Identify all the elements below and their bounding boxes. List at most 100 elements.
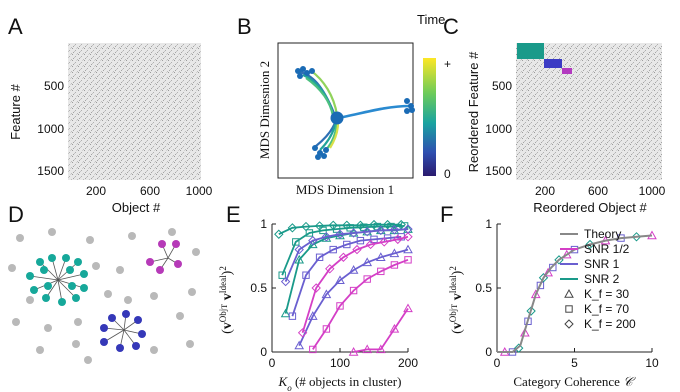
- panel-e-point: [338, 252, 349, 262]
- panel-e-series-line: [298, 248, 409, 346]
- panel-e-point: [393, 234, 403, 245]
- panel-e-point: [315, 253, 324, 261]
- panel-e-point: [335, 275, 345, 285]
- panel-e-point: [404, 256, 412, 264]
- panel-f-point: [549, 263, 557, 272]
- panel-c-xtick: 1000: [639, 184, 666, 198]
- panel-f-xtick-label: 0: [494, 356, 501, 370]
- panel-e-point: [348, 228, 359, 238]
- panel-e-plot: 0 100 200 0 0.5 1: [250, 217, 418, 370]
- colorbar-title: Time: [417, 12, 445, 27]
- panel-e-point: [307, 239, 318, 249]
- panel-e-point: [375, 344, 386, 354]
- panel-e-point: [346, 224, 354, 232]
- panel-d: D: [8, 202, 200, 364]
- panel-e-point: [319, 226, 327, 235]
- panel-e-point: [362, 257, 373, 267]
- panel-e: E (vObjT vIdeal)2 0 100 200 0 0.5 1 Ko (# obj…: [218, 202, 418, 392]
- panel-e-point: [329, 245, 337, 254]
- legend-label: K_f = 70: [584, 302, 629, 316]
- panel-c-ytick: 1000: [485, 122, 512, 136]
- panel-e-point: [349, 286, 358, 295]
- panel-e-point: [307, 311, 318, 320]
- panel-a-ytick: 1000: [37, 122, 64, 136]
- panel-e-xtick-label: 0: [269, 356, 276, 370]
- panel-e-point: [335, 229, 345, 239]
- svg-text:(vObjT vIdeal)2: (vObjT vIdeal)2: [218, 266, 235, 334]
- panel-e-ytick-label: 1: [260, 217, 267, 231]
- panel-f: F (vObjT vIdeal)2 0 5 10 0 0.5 1 Category Coh…: [440, 202, 659, 389]
- panel-e-point: [325, 264, 335, 274]
- colorbar-top-label: +: [444, 57, 451, 71]
- panel-c-ylabel: Reordered Feature #: [466, 51, 481, 172]
- panel-e-series-line: [312, 258, 409, 350]
- panel-f-point: [538, 273, 549, 283]
- panel-e-series-line: [281, 225, 405, 276]
- panel-e-series-line: [353, 308, 409, 353]
- panel-e-point: [343, 240, 351, 249]
- panel-b-ylabel: MDS Dimesnion 2: [257, 61, 272, 159]
- panel-e-point: [379, 237, 389, 247]
- panel-a-ytick: 500: [44, 79, 64, 93]
- panel-e-point: [348, 265, 359, 274]
- panel-a-ytick: 1500: [37, 164, 64, 178]
- cluster-green: [26, 254, 88, 306]
- panel-e-point: [280, 276, 291, 287]
- panel-e-point: [309, 345, 317, 354]
- panel-e-point: [308, 235, 318, 246]
- panel-e-point: [370, 235, 378, 244]
- panel-e-point: [336, 302, 344, 310]
- legend-marker: [564, 319, 574, 329]
- panel-f-xtick-label: 10: [645, 356, 659, 370]
- panel-f-ytick-label: 0: [485, 345, 492, 359]
- panel-e-point: [311, 283, 321, 293]
- panel-e-point: [348, 346, 359, 356]
- block-blue: [544, 59, 562, 68]
- block-teal: [517, 43, 544, 59]
- panel-a-xtick: 600: [140, 184, 160, 198]
- panel-e-ylabel: (vObjT vIdeal)2: [218, 266, 235, 334]
- panel-e-point: [362, 344, 373, 354]
- panel-f-point: [526, 306, 536, 316]
- panel-e-point: [294, 340, 305, 350]
- cluster-magenta: [146, 240, 182, 274]
- panel-e-series-line: [284, 228, 409, 282]
- panel-f-point: [520, 327, 530, 337]
- panel-b-letter: B: [237, 14, 252, 39]
- legend-label: SNR 1/2: [584, 242, 630, 256]
- panel-e-ytick-label: 0.5: [250, 281, 267, 295]
- panel-e-ytick-label: 0: [260, 345, 267, 359]
- time-colorbar: [423, 58, 436, 176]
- legend-label: SNR 1: [584, 257, 620, 271]
- panel-a-letter: A: [8, 14, 23, 39]
- panel-c: C Reordered Feature # 500 1000 1500 200 …: [443, 14, 666, 215]
- panel-e-point: [352, 244, 362, 255]
- panel-c-ytick: 500: [492, 79, 512, 93]
- legend-label: K_f = 200: [584, 317, 636, 331]
- panel-f-theory-line: [497, 234, 653, 353]
- mds-points: [295, 66, 415, 160]
- panel-f-ytick-label: 1: [485, 217, 492, 231]
- panel-c-xtick: 600: [588, 184, 608, 198]
- colorbar-bottom-label: 0: [444, 167, 451, 181]
- panel-f-point: [543, 267, 553, 277]
- legend-marker: [565, 305, 573, 313]
- panel-f-point: [513, 343, 524, 353]
- panel-e-xtick-label: 200: [398, 356, 418, 370]
- panel-e-point: [375, 252, 386, 261]
- panel-e-point: [362, 226, 372, 237]
- panel-e-point: [377, 267, 385, 276]
- panel-e-point: [403, 244, 413, 254]
- panel-e-point: [363, 275, 371, 283]
- panel-e-point: [356, 236, 365, 245]
- gray-nodes: [8, 228, 200, 364]
- panel-e-point: [274, 229, 284, 239]
- panel-c-xlabel: Reordered Object #: [533, 200, 647, 215]
- panel-b-frame: [277, 42, 414, 179]
- panel-e-point: [403, 303, 413, 313]
- panel-a-matrix: [68, 43, 201, 180]
- panel-e-point: [389, 323, 400, 333]
- panel-c-letter: C: [443, 14, 459, 39]
- panel-a-xlabel: Object #: [112, 200, 161, 215]
